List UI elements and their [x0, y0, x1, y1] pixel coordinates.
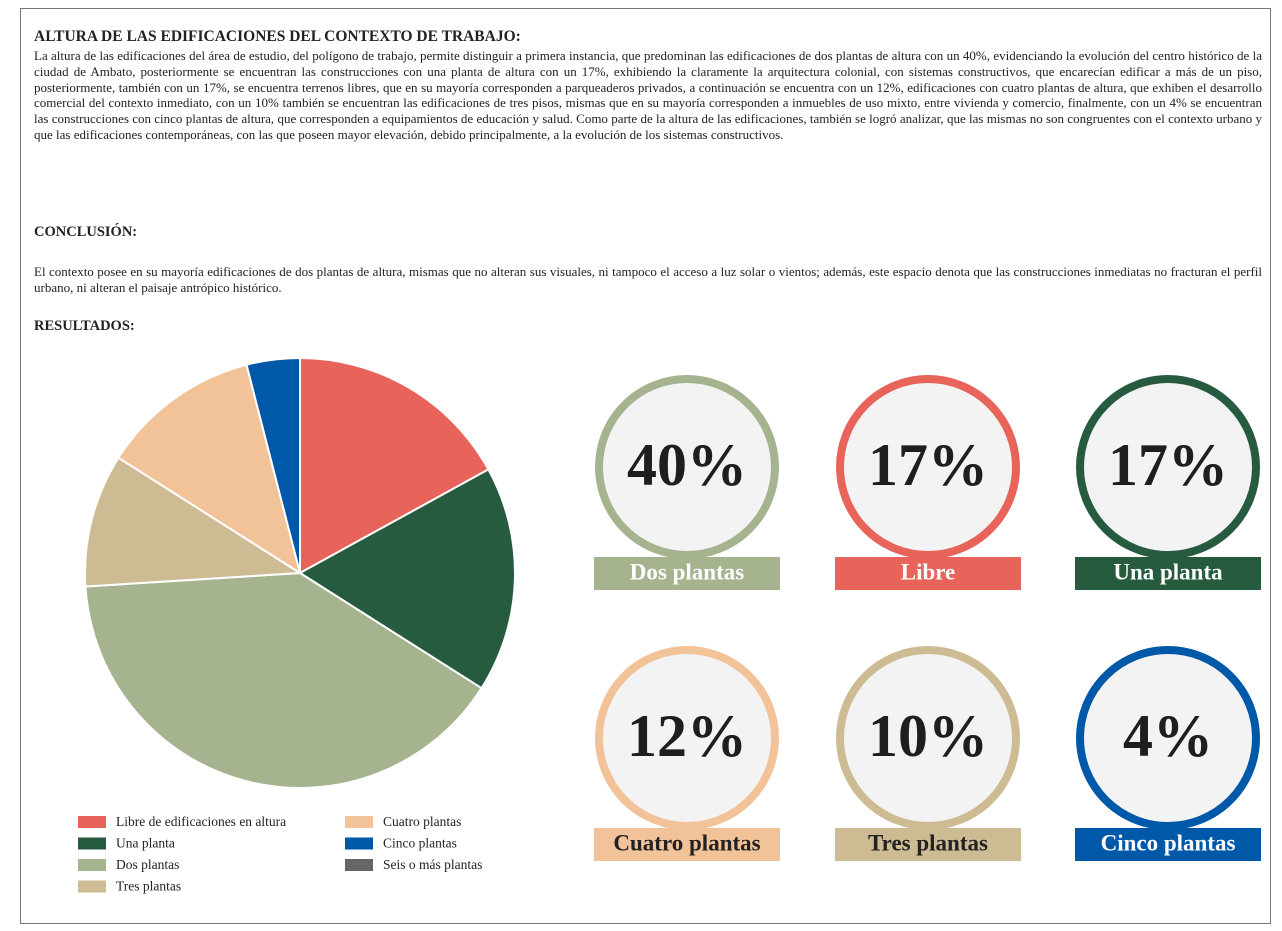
- stat-label-box: [1075, 828, 1261, 861]
- results-heading: RESULTADOS:: [34, 318, 135, 334]
- legend-swatch: [345, 859, 373, 871]
- stat-value: 12%: [627, 703, 747, 769]
- legend-label: Cuatro plantas: [383, 814, 461, 829]
- legend-label: Seis o más plantas: [383, 857, 482, 872]
- stat-value: 4%: [1123, 703, 1213, 769]
- legend-label: Una planta: [116, 836, 175, 851]
- stat-label: Dos plantas: [630, 559, 744, 584]
- frame: [20, 8, 1271, 924]
- stat-value: 10%: [868, 703, 988, 769]
- stat-circle: [1076, 646, 1260, 830]
- legend-swatch: [78, 859, 106, 871]
- pie-slice: [117, 363, 302, 576]
- pie-slice: [245, 356, 301, 574]
- stat-value: 17%: [1108, 432, 1228, 498]
- pie-slice: [84, 456, 304, 588]
- conclusion: El contexto posee en su mayoría edificac…: [34, 264, 1262, 295]
- paragraph: La altura de las edificaciones del área …: [34, 48, 1262, 142]
- stat-value: 17%: [868, 432, 988, 498]
- pie-slice: [84, 571, 483, 790]
- heading: ALTURA DE LAS EDIFICACIONES DEL CONTEXTO…: [34, 28, 521, 45]
- stat-circle: [836, 375, 1020, 559]
- stat-circle: [595, 646, 779, 830]
- legend-label: Tres plantas: [116, 879, 181, 894]
- legend-label: Libre de edificaciones en altura: [116, 814, 286, 829]
- legend-swatch: [78, 816, 106, 828]
- stat-label-box: [1075, 557, 1261, 590]
- stat-circle: [836, 646, 1020, 830]
- stat-value: 40%: [627, 432, 747, 498]
- legend-swatch: [345, 837, 373, 850]
- pie-slice: [299, 356, 490, 575]
- legend-label: Cinco plantas: [383, 836, 457, 851]
- conclusion-heading: CONCLUSIÓN:: [34, 224, 138, 240]
- stat-label: Libre: [901, 559, 956, 584]
- stat-label: Una planta: [1113, 559, 1223, 584]
- stat-circle: [595, 375, 779, 559]
- stat-label-box: [835, 828, 1021, 861]
- stat-label: Cinco plantas: [1101, 830, 1236, 855]
- stat-label-box: [594, 557, 780, 590]
- stat-label: Tres plantas: [868, 830, 988, 855]
- stat-label-box: [594, 828, 780, 861]
- stat-circle: [1076, 375, 1260, 559]
- stat-label-box: [835, 557, 1021, 590]
- legend-swatch: [345, 816, 373, 828]
- legend-swatch: [78, 837, 106, 850]
- stat-label: Cuatro plantas: [613, 830, 760, 855]
- legend-label: Dos plantas: [116, 857, 179, 872]
- pie-slice: [298, 468, 516, 690]
- legend-swatch: [78, 880, 106, 893]
